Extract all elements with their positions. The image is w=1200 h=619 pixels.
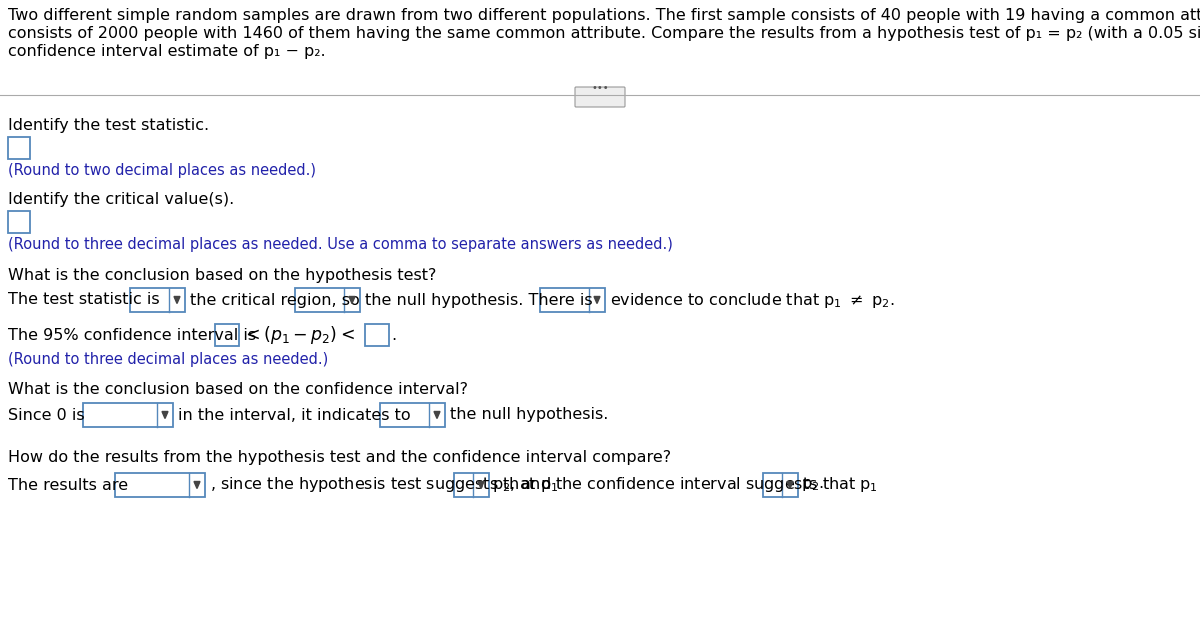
Text: •••: ••• [592,83,608,93]
Polygon shape [349,297,355,303]
Text: evidence to conclude that p$_1$ $\neq$ p$_2$.: evidence to conclude that p$_1$ $\neq$ p… [610,290,894,310]
Polygon shape [594,297,600,303]
Text: Two different simple random samples are drawn from two different populations. Th: Two different simple random samples are … [8,8,1200,23]
Bar [215,324,239,346]
Text: The results are: The results are [8,477,128,493]
Text: consists of 2000 people with 1460 of them having the same common attribute. Comp: consists of 2000 people with 1460 of the… [8,26,1200,41]
Text: Identify the test statistic.: Identify the test statistic. [8,118,209,133]
Text: (Round to two decimal places as needed.): (Round to two decimal places as needed.) [8,163,316,178]
Polygon shape [478,482,484,488]
Text: The test statistic is: The test statistic is [8,293,160,308]
Text: The 95% confidence interval is: The 95% confidence interval is [8,327,256,342]
Polygon shape [787,482,793,488]
Text: p$_2$.: p$_2$. [802,477,824,493]
Text: (Round to three decimal places as needed. Use a comma to separate answers as nee: (Round to three decimal places as needed… [8,237,673,252]
Polygon shape [174,297,180,303]
Text: What is the conclusion based on the hypothesis test?: What is the conclusion based on the hypo… [8,268,437,283]
Text: What is the conclusion based on the confidence interval?: What is the conclusion based on the conf… [8,382,468,397]
Bar [8,137,30,159]
Bar [763,473,798,497]
Text: , since the hypothesis test suggests that p$_1$: , since the hypothesis test suggests tha… [210,475,558,495]
Bar [380,403,445,427]
Text: .: . [391,327,396,342]
Bar [295,288,360,312]
Polygon shape [162,412,168,418]
Text: p$_2$, and the confidence interval suggests that p$_1$: p$_2$, and the confidence interval sugge… [492,475,878,495]
Bar [540,288,605,312]
Polygon shape [194,482,200,488]
Text: the critical region, so: the critical region, so [190,293,360,308]
Text: (Round to three decimal places as needed.): (Round to three decimal places as needed… [8,352,329,367]
Bar [115,473,205,497]
Bar [83,403,173,427]
Text: in the interval, it indicates to: in the interval, it indicates to [178,407,410,423]
Text: the null hypothesis. There is: the null hypothesis. There is [365,293,593,308]
Text: Since 0 is: Since 0 is [8,407,85,423]
Text: the null hypothesis.: the null hypothesis. [450,407,608,423]
Bar [454,473,490,497]
Bar [130,288,185,312]
Bar [8,211,30,233]
Polygon shape [434,412,440,418]
FancyBboxPatch shape [575,87,625,107]
Text: confidence interval estimate of p₁ − p₂.: confidence interval estimate of p₁ − p₂. [8,44,325,59]
Text: Identify the critical value(s).: Identify the critical value(s). [8,192,234,207]
Text: How do the results from the hypothesis test and the confidence interval compare?: How do the results from the hypothesis t… [8,450,671,465]
Text: $< \left(p_1 - p_2\right) <$: $< \left(p_1 - p_2\right) <$ [242,324,355,346]
Bar [365,324,389,346]
